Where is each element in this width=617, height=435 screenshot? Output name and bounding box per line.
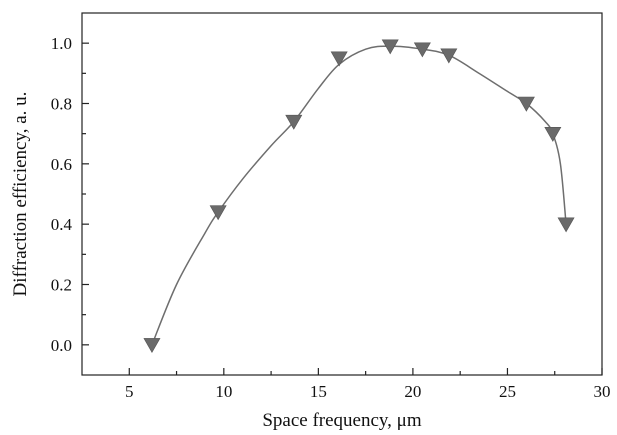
data-point-marker <box>557 217 575 233</box>
y-tick-label: 0.8 <box>51 95 72 114</box>
data-point-marker <box>517 96 535 112</box>
markers-layer <box>143 39 575 354</box>
data-point-marker <box>330 51 348 67</box>
fit-curve <box>151 45 567 346</box>
plot-frame <box>81 12 603 376</box>
data-point-marker <box>381 39 399 55</box>
x-tick-label: 25 <box>499 382 516 401</box>
x-tick-label: 20 <box>404 382 421 401</box>
x-tick-label: 10 <box>215 382 232 401</box>
tick-labels-layer: 5 10 15 20 25 30 0.0 0.2 0.4 0.6 0.8 1.0 <box>51 34 611 401</box>
data-point-marker <box>413 42 431 58</box>
data-point-marker <box>209 205 227 221</box>
data-point-marker <box>143 338 161 354</box>
x-tick-label: 30 <box>594 382 611 401</box>
y-tick-label: 0.4 <box>51 215 73 234</box>
y-tick-label: 0.2 <box>51 276 72 295</box>
x-tick-label: 5 <box>125 382 134 401</box>
data-point-marker <box>440 48 458 64</box>
y-tick-label: 0.6 <box>51 155 72 174</box>
x-axis-label: Space frequency, μm <box>262 410 422 431</box>
y-tick-label: 1.0 <box>51 34 72 53</box>
x-tick-label: 15 <box>310 382 327 401</box>
data-point-marker <box>544 126 562 142</box>
y-tick-label: 0.0 <box>51 336 72 355</box>
y-axis-label: Diffraction efficiency, a. u. <box>10 92 31 297</box>
data-point-marker <box>285 114 303 130</box>
